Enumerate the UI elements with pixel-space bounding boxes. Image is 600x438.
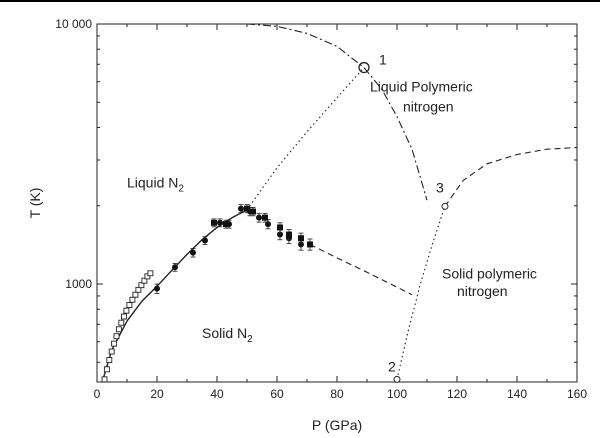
region-label-subscript: 2 [178, 184, 184, 195]
point-label: 2 [388, 359, 396, 375]
phase-boundary-dotted [396, 206, 446, 380]
data-point-open-square [123, 307, 130, 314]
point-label: 1 [379, 51, 387, 67]
data-point-filled-square [244, 205, 250, 212]
x-tick-label: 60 [270, 387, 284, 401]
x-tick-label: 20 [150, 387, 164, 401]
phase-boundary-dotted [246, 67, 365, 211]
region-labels: Liquid N2 Liquid Polymeric nitrogen Solid N… [127, 51, 537, 374]
region-label: Liquid N2 [127, 175, 184, 195]
phase-boundary-curves [102, 23, 578, 380]
data-point-open-square [138, 282, 145, 289]
data-point-open-square [101, 376, 108, 383]
phase-boundary-solid [102, 209, 248, 380]
phase-boundary-dashed [309, 243, 413, 296]
data-point-open-square [147, 270, 154, 277]
data-points [101, 202, 449, 383]
data-point-filled-circle [154, 285, 160, 292]
data-point-open-square [115, 326, 122, 333]
region-label-subscript: 2 [247, 334, 253, 345]
x-axis: 0 20 40 60 80 100 120 140 160 [94, 24, 587, 401]
region-label: Liquid Polymeric [370, 79, 473, 95]
y-tick-label: 10 000 [55, 17, 92, 31]
x-tick-label: 80 [330, 387, 344, 401]
data-point-filled-square [298, 235, 304, 242]
data-point-open-circle [393, 375, 401, 383]
data-point-filled-circle [190, 249, 196, 256]
top-rule [0, 0, 600, 2]
data-point-open-circle [441, 202, 449, 210]
data-point-filled-circle [238, 205, 244, 212]
data-point-open-square [126, 302, 133, 309]
data-point-open-square [111, 340, 118, 347]
data-point-filled-circle [277, 231, 283, 238]
data-point-filled-square [286, 231, 292, 238]
x-tick-label: 140 [507, 387, 527, 401]
data-point-open-square [118, 319, 125, 326]
region-label: nitrogen [457, 283, 508, 299]
data-point-open-square [141, 277, 148, 284]
data-point-filled-circle [256, 214, 262, 221]
plot-frame [96, 23, 578, 383]
y-axis: 1000 10 000 [55, 17, 577, 363]
data-point-open-square [108, 348, 115, 355]
phase-boundary-dashdot [246, 23, 428, 201]
data-point-filled-circle [172, 264, 178, 271]
data-point-filled-circle [265, 221, 271, 228]
data-point-open-square [129, 296, 136, 303]
data-point-filled-square [262, 214, 268, 221]
critical-point-marker [358, 61, 370, 74]
x-tick-label: 40 [210, 387, 224, 401]
data-point-filled-circle [298, 241, 304, 248]
x-tick-label: 0 [94, 387, 101, 401]
data-point-filled-square [307, 241, 313, 248]
data-point-open-square [132, 291, 139, 298]
data-point-filled-square [277, 224, 283, 231]
x-tick-label: 160 [567, 387, 587, 401]
y-axis-label: T (K) [27, 188, 43, 219]
region-label: nitrogen [403, 99, 454, 115]
x-tick-label: 100 [387, 387, 407, 401]
phase-boundary-dashed [444, 146, 578, 207]
region-label: Solid polymeric [442, 266, 537, 282]
point-label: 3 [436, 179, 444, 195]
data-point-filled-circle [202, 237, 208, 244]
data-point-open-square [121, 313, 127, 320]
data-point-filled-circle [217, 219, 223, 226]
data-point-open-square [103, 366, 110, 373]
data-point-filled-square [211, 219, 217, 226]
x-axis-label: P (GPa) [312, 417, 362, 433]
region-label: Solid N2 [202, 325, 253, 345]
data-point-filled-square [223, 221, 229, 228]
data-point-open-square [106, 357, 113, 364]
data-point-filled-square [250, 208, 256, 215]
y-tick-label: 1000 [65, 277, 92, 291]
data-point-open-square [113, 333, 120, 340]
data-point-open-square [135, 286, 142, 293]
x-tick-label: 120 [447, 387, 467, 401]
data-point-open-square [144, 273, 151, 280]
